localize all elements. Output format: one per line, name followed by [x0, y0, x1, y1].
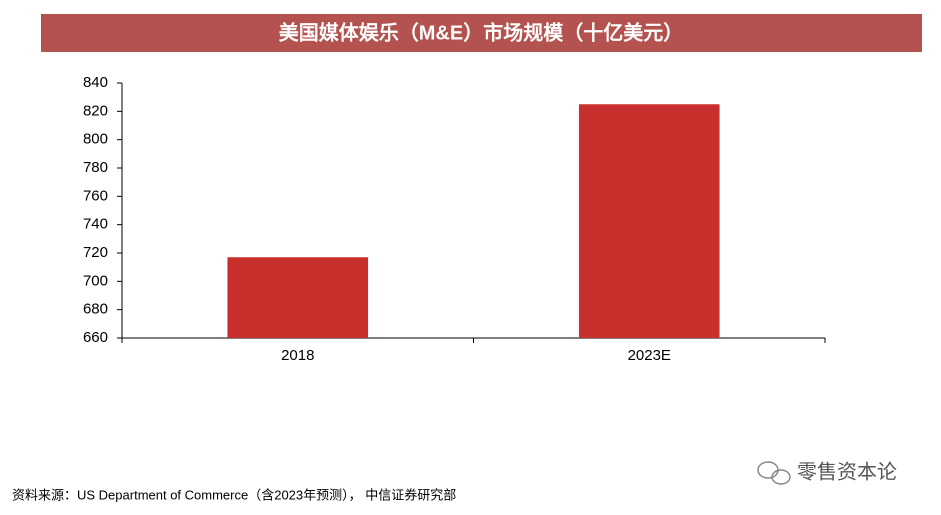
- y-tick-label: 680: [83, 301, 108, 318]
- watermark-icon: [757, 461, 791, 485]
- x-tick-label: 2023E: [628, 347, 671, 364]
- y-tick-label: 760: [83, 187, 108, 204]
- x-tick-label: 2018: [281, 347, 314, 364]
- watermark: 零售资本论: [797, 460, 897, 483]
- bar: [227, 257, 369, 338]
- y-tick-label: 840: [83, 74, 108, 91]
- y-tick-label: 820: [83, 102, 108, 119]
- y-tick-label: 800: [83, 131, 108, 148]
- chart-title: 美国媒体娱乐（M&E）市场规模（十亿美元）: [279, 20, 683, 44]
- bar: [578, 104, 720, 338]
- y-tick-label: 660: [83, 329, 108, 346]
- y-tick-label: 720: [83, 244, 108, 261]
- source-note: 资料来源：US Department of Commerce（含2023年预测）…: [12, 487, 456, 502]
- title-banner: [41, 14, 922, 52]
- y-tick-label: 740: [83, 216, 108, 233]
- y-tick-label: 780: [83, 159, 108, 176]
- y-tick-label: 700: [83, 272, 108, 289]
